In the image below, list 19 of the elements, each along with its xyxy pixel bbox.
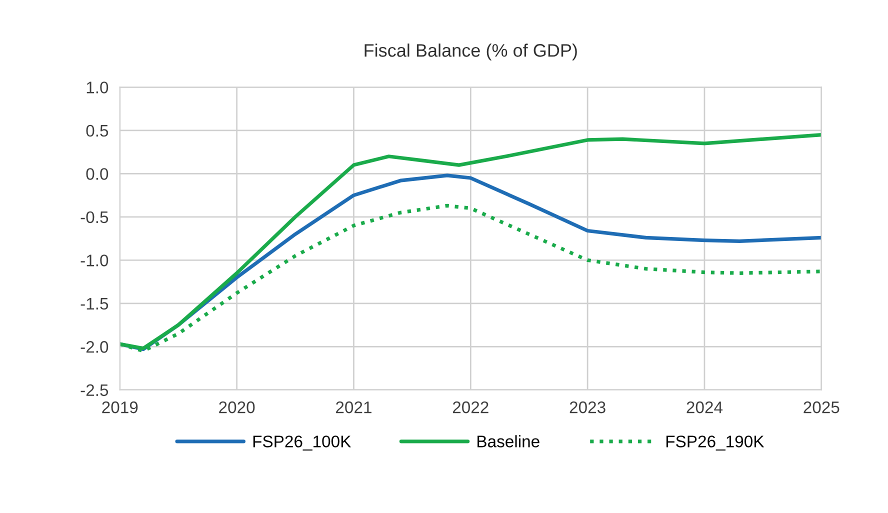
chart-title: Fiscal Balance (% of GDP)	[364, 44, 577, 60]
y-tick-label: -1.5	[80, 298, 108, 310]
y-tick-label: 1.0	[86, 82, 108, 94]
legend-label: FSP26_100K	[253, 436, 351, 451]
y-tick-label: 0.5	[86, 124, 108, 137]
y-tick-label: -2.0	[80, 341, 108, 353]
y-tick-label: -0.5	[80, 211, 108, 224]
x-tick-label: 2024	[686, 401, 723, 414]
x-tick-label: 2022	[452, 401, 488, 414]
y-tick-label: -2.5	[80, 384, 108, 396]
y-tick-label: -1.0	[80, 254, 108, 266]
y-tick-label: 0.0	[86, 168, 108, 180]
x-tick-label: 2021	[336, 401, 372, 414]
x-tick-label: 2023	[570, 401, 606, 414]
x-tick-label: 2025	[804, 401, 840, 414]
legend-label: FSP26_190K	[666, 436, 764, 451]
legend-label: Baseline	[478, 435, 540, 448]
x-tick-label: 2020	[219, 401, 255, 414]
x-tick-label: 2019	[102, 401, 138, 414]
